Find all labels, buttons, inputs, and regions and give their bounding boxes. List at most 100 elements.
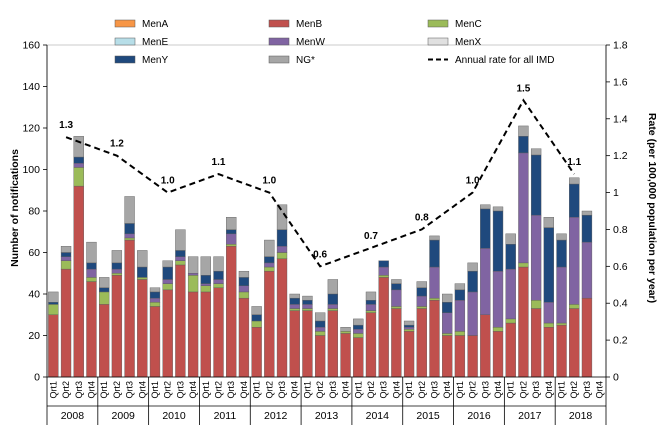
bar-segment-menc: [289, 308, 300, 311]
bar-segment-ng: [454, 283, 466, 291]
bar-segment-menw: [480, 248, 491, 315]
bar-segment-menw: [327, 304, 339, 309]
bar-segment-menc: [175, 260, 186, 266]
bar-segment-menb: [403, 331, 415, 378]
bar-segment-menb: [48, 314, 59, 378]
bar-segment-menc: [454, 331, 466, 336]
year-label: 2011: [214, 410, 237, 422]
bar-segment-meny: [213, 270, 224, 280]
quarter-tick-label: Qrt1: [506, 381, 516, 399]
bar-segment-menc: [429, 297, 440, 301]
bar-segment-meny: [581, 214, 593, 243]
bar-segment-ng: [200, 256, 211, 276]
bar-segment-ng: [429, 235, 440, 241]
bar-segment-meny: [86, 262, 97, 270]
y2-tick-label: 0.4: [613, 298, 628, 310]
bar-segment-menc: [86, 277, 97, 282]
y2-tick-label: 0.8: [613, 224, 628, 236]
y2-tick-label: 1.4: [613, 113, 628, 125]
bar-segment-menb: [454, 335, 466, 378]
bar-segment-menb: [137, 279, 148, 378]
y-tick-label: 60: [28, 247, 40, 259]
bar-segment-menb: [111, 275, 123, 378]
bar-segment-menc: [327, 308, 339, 311]
bar-segment-menb: [289, 310, 300, 378]
bar-segment-menb: [391, 308, 402, 378]
quarter-tick-label: Qrt2: [264, 381, 274, 399]
bar-segment-menc: [251, 320, 262, 328]
bar-segment-menw: [518, 152, 529, 264]
bar-segment-menc: [226, 243, 237, 247]
quarter-tick-label: Qrt3: [582, 381, 592, 399]
quarter-tick-label: Qrt3: [74, 381, 84, 399]
bar-segment-menc: [314, 331, 326, 336]
bar-segment-menw: [467, 291, 478, 336]
bar-segment-meny: [276, 229, 288, 247]
y-tick-label: 80: [28, 206, 40, 218]
quarter-tick-label: Qrt2: [315, 381, 325, 399]
bar-segment-menw: [73, 163, 84, 168]
bar-segment-ng: [99, 277, 110, 288]
bar-segment-ng: [353, 318, 364, 326]
quarter-tick-label: Qrt3: [175, 381, 185, 399]
bar-segment-meny: [556, 239, 567, 268]
bar-segment-menw: [86, 268, 97, 278]
year-label: 2017: [518, 410, 542, 422]
quarter-tick-label: Qrt4: [595, 381, 605, 399]
quarter-tick-label: Qrt3: [328, 381, 338, 399]
bar-segment-menw: [442, 312, 453, 334]
bar-segment-meny: [226, 229, 237, 235]
quarter-tick-label: Qrt4: [188, 381, 198, 399]
bar-segment-menb: [187, 291, 199, 378]
bar-segment-meny: [264, 256, 275, 264]
quarter-tick-label: Qrt3: [277, 381, 287, 399]
rate-label: 0.7: [364, 231, 378, 242]
bar-segment-meny: [175, 250, 186, 257]
bar-segment-menc: [124, 237, 135, 241]
y2-tick-label: 1.6: [613, 76, 628, 88]
bar-segment-meny: [251, 314, 262, 322]
y-tick-label: 40: [28, 289, 40, 301]
bar-segment-meny: [530, 154, 542, 216]
quarter-tick-label: Qrt4: [493, 381, 503, 399]
bar-segment-menb: [365, 312, 377, 378]
bar-segment-menw: [264, 262, 275, 268]
bar-segment-menb: [213, 287, 224, 378]
y2-tick-label: 1: [613, 187, 619, 199]
legend-swatch-menw: [268, 37, 290, 46]
bar-segment-ng: [302, 295, 313, 301]
bar-segment-menc: [353, 333, 364, 338]
y-tick-label: 0: [34, 372, 40, 384]
y2-tick-label: 1.8: [613, 40, 628, 52]
bar-segment-ng: [505, 233, 516, 245]
bar-segment-meny: [518, 136, 529, 154]
bar-segment-menc: [99, 291, 110, 305]
bar-segment-ng: [60, 246, 72, 253]
bar-segment-menc: [276, 252, 288, 259]
bar-segment-menw: [175, 256, 186, 261]
bar-segment-meny: [60, 252, 72, 257]
bar-segment-menb: [340, 333, 351, 378]
bar-segment-meny: [238, 277, 250, 286]
bar-segment-ng: [137, 250, 148, 268]
bar-segment-ng: [264, 239, 275, 257]
bar-segment-ng: [581, 210, 593, 216]
bar-segment-menw: [581, 241, 593, 299]
legend-swatch-menb: [268, 19, 290, 28]
bar-segment-menb: [124, 239, 135, 378]
year-label: 2016: [467, 410, 491, 422]
quarter-tick-label: Qrt2: [468, 381, 478, 399]
bar-segment-menb: [480, 314, 491, 378]
bar-segment-meny: [543, 227, 554, 303]
y2-tick-label: 0.2: [613, 335, 628, 347]
legend: MenA MenB MenC MenE MenW MenX MenY NG* Annual ra…: [114, 19, 555, 66]
bar-segment-ng: [124, 196, 135, 224]
bar-segment-menw: [302, 304, 313, 309]
bar-segment-menw: [187, 273, 199, 276]
year-label: 2009: [112, 410, 136, 422]
bar-segment-menw: [416, 295, 427, 307]
bar-segment-ng: [518, 125, 529, 137]
quarter-tick-label: Qrt1: [455, 381, 465, 399]
quarter-tick-label: Qrt1: [252, 381, 262, 399]
bar-segment-ng: [86, 241, 97, 264]
